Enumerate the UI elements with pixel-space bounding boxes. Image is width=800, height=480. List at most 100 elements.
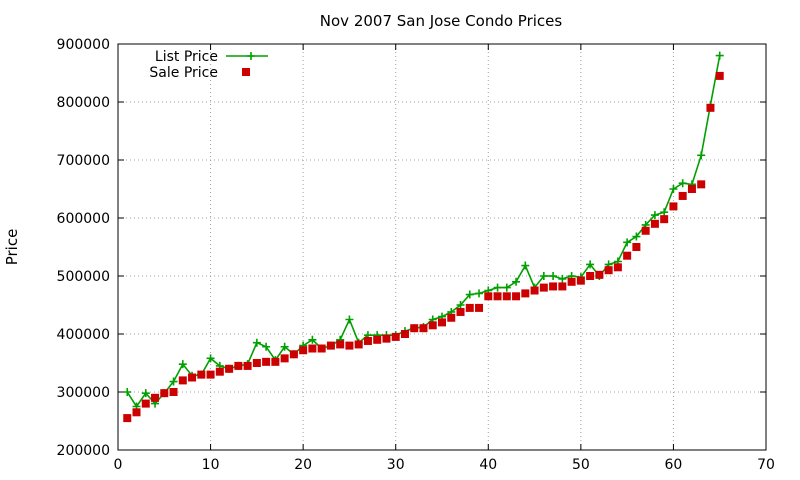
sale-price-point bbox=[502, 292, 511, 301]
sale-price-point bbox=[354, 340, 363, 349]
x-tick-label: 60 bbox=[665, 457, 683, 473]
sale-price-point bbox=[373, 335, 382, 344]
y-tick-label: 700000 bbox=[57, 153, 110, 169]
sale-price-point bbox=[697, 180, 706, 189]
sale-price-point bbox=[336, 340, 345, 349]
series bbox=[123, 51, 724, 423]
x-tick-label: 30 bbox=[387, 457, 405, 473]
sale-price-point bbox=[613, 263, 622, 272]
sale-price-point bbox=[234, 361, 243, 370]
sale-price-point bbox=[363, 336, 372, 345]
sale-price-point bbox=[262, 357, 271, 366]
list-price-point bbox=[586, 260, 595, 269]
sale-price-point bbox=[632, 243, 641, 251]
sale-price-point bbox=[576, 276, 585, 285]
list-price-point bbox=[169, 377, 178, 386]
legend-label: Sale Price bbox=[149, 65, 218, 81]
sale-price-point bbox=[447, 313, 456, 322]
x-tick-label: 20 bbox=[294, 457, 312, 473]
sale-price-point bbox=[252, 359, 261, 367]
tick-labels: 0 10 20 30 40 50 60 70 200000 300000 400000 500000 6… bbox=[57, 37, 775, 473]
list-price-point bbox=[521, 261, 530, 270]
list-price-point bbox=[558, 274, 567, 283]
sale-price-point bbox=[151, 393, 160, 402]
sale-price-point bbox=[271, 357, 280, 366]
sale-price-point bbox=[586, 272, 595, 280]
list-price-point bbox=[623, 238, 632, 247]
y-tick-label: 500000 bbox=[57, 269, 110, 285]
sale-price-point bbox=[484, 292, 493, 301]
axes bbox=[117, 43, 767, 451]
sale-price-point bbox=[549, 282, 558, 291]
sale-price-point bbox=[326, 341, 335, 350]
list-price-point bbox=[549, 272, 558, 280]
list-price-point bbox=[308, 335, 317, 344]
list-price-point bbox=[206, 354, 215, 363]
sale-price-point bbox=[141, 399, 150, 408]
list-price-point bbox=[252, 338, 261, 347]
sale-price-point bbox=[197, 370, 206, 379]
sale-price-point bbox=[604, 266, 613, 275]
sale-price-point bbox=[317, 344, 326, 353]
sale-price-point bbox=[660, 215, 669, 224]
sale-price-point bbox=[123, 414, 132, 423]
sale-price-point bbox=[132, 408, 141, 417]
y-tick-label: 800000 bbox=[57, 95, 110, 111]
y-tick-label: 600000 bbox=[57, 211, 110, 227]
sale-price-point bbox=[289, 350, 298, 359]
sale-price-point bbox=[475, 303, 484, 312]
sale-price-point bbox=[308, 344, 317, 353]
y-axis-label: Price bbox=[3, 229, 21, 266]
sale-price-point bbox=[530, 286, 539, 295]
sale-price-point bbox=[391, 332, 400, 341]
legend-label: List Price bbox=[155, 49, 218, 65]
sale-price-point bbox=[521, 289, 530, 298]
list-price-point bbox=[456, 301, 465, 309]
list-price-point bbox=[475, 289, 484, 298]
sale-price-point bbox=[456, 307, 465, 316]
list-price-point bbox=[632, 232, 641, 241]
list-price-point bbox=[178, 360, 187, 369]
sale-price-point bbox=[641, 226, 650, 235]
x-tick-label: 50 bbox=[572, 457, 590, 473]
list-price-point bbox=[280, 342, 289, 351]
sale-price-point bbox=[400, 330, 409, 338]
sale-price-point bbox=[438, 318, 446, 327]
chart-title: Nov 2007 San Jose Condo Prices bbox=[320, 12, 563, 30]
list-price-point bbox=[539, 272, 548, 280]
sale-price-point bbox=[243, 361, 252, 370]
sale-price-point bbox=[215, 367, 224, 376]
list-price-point bbox=[660, 208, 669, 217]
y-tick-label: 200000 bbox=[57, 443, 110, 459]
sale-price-point bbox=[345, 341, 354, 350]
sale-price-point bbox=[558, 282, 567, 291]
series-sale-price bbox=[123, 71, 724, 423]
sale-price-point bbox=[382, 334, 391, 343]
sale-price-point bbox=[687, 185, 696, 193]
y-tick-label: 400000 bbox=[57, 327, 110, 343]
sale-price-point bbox=[160, 389, 169, 398]
sale-price-point bbox=[539, 283, 548, 292]
list-price-point bbox=[512, 277, 521, 286]
list-price-point bbox=[669, 185, 678, 193]
list-price-point bbox=[262, 342, 271, 351]
list-price-point bbox=[123, 388, 132, 396]
list-price-point bbox=[141, 389, 150, 398]
sale-price-point bbox=[206, 370, 215, 379]
sale-price-point bbox=[410, 324, 419, 333]
sale-price-point bbox=[465, 303, 474, 312]
sale-price-point bbox=[428, 321, 437, 330]
sale-price-point bbox=[178, 376, 187, 385]
list-price-point bbox=[697, 151, 706, 160]
x-tick-label: 0 bbox=[114, 457, 123, 473]
sale-price-point bbox=[715, 71, 724, 80]
list-price-point bbox=[678, 179, 687, 188]
y-tick-label: 900000 bbox=[57, 37, 110, 53]
sale-price-point bbox=[493, 292, 502, 301]
list-price-point bbox=[502, 283, 511, 292]
sale-price-point bbox=[669, 202, 678, 211]
sale-price-point bbox=[706, 103, 715, 112]
x-tick-label: 10 bbox=[202, 457, 220, 473]
